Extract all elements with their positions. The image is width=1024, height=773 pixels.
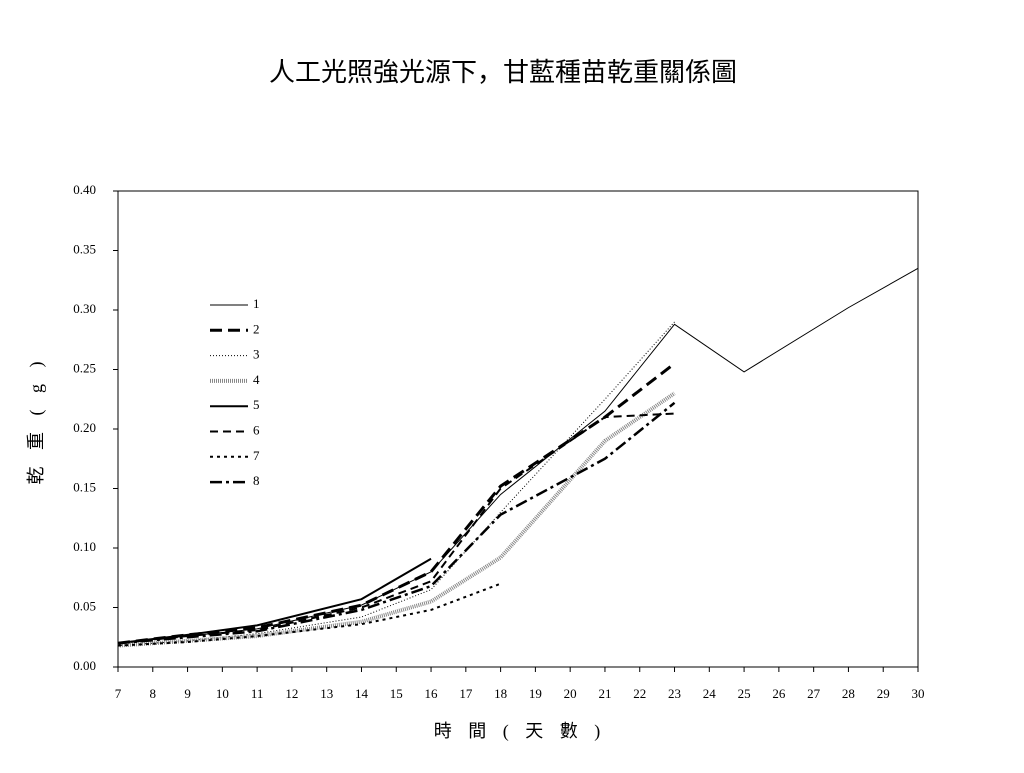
x-tick-label: 25 [738,686,751,701]
legend-label: 3 [253,347,260,362]
legend-label: 4 [253,372,260,387]
x-tick-label: 15 [390,686,403,701]
x-tick-label: 18 [494,686,507,701]
x-tick-label: 21 [598,686,611,701]
x-tick-label: 7 [115,686,122,701]
legend-label: 7 [253,448,260,463]
x-tick-label: 14 [355,686,369,701]
x-tick-label: 24 [703,686,717,701]
x-axis-title: 時 間 ( 天 數 ) [434,721,607,742]
x-tick-label: 27 [807,686,821,701]
x-tick-label: 29 [877,686,890,701]
y-axis-title: 乾 重 ( g ) [26,356,47,485]
y-tick-label: 0.05 [73,598,96,613]
x-tick-label: 23 [668,686,681,701]
x-tick-label: 11 [251,686,264,701]
x-tick-label: 17 [459,686,473,701]
x-tick-label: 22 [633,686,646,701]
x-tick-label: 20 [564,686,577,701]
y-tick-label: 0.00 [73,658,96,673]
y-tick-label: 0.20 [73,420,96,435]
series-line [117,582,501,647]
y-tick-label: 0.30 [73,301,96,316]
series-line [117,391,676,648]
x-tick-label: 16 [425,686,439,701]
series-line [117,362,676,645]
y-tick-label: 0.35 [73,241,96,256]
legend-label: 1 [253,296,260,311]
x-tick-label: 12 [285,686,298,701]
chart-title: 人工光照強光源下，甘藍種苗乾重關係圖 [269,58,737,87]
legend-label: 6 [253,422,260,437]
x-tick-label: 10 [216,686,229,701]
x-tick-label: 28 [842,686,855,701]
y-tick-label: 0.15 [73,479,96,494]
legend-label: 2 [253,321,260,336]
series-line [117,401,676,645]
x-tick-label: 13 [320,686,333,701]
x-tick-label: 19 [529,686,542,701]
x-tick-label: 8 [150,686,157,701]
legend-label: 5 [253,397,260,412]
series-line [117,412,675,645]
y-tick-label: 0.10 [73,539,96,554]
legend-label: 8 [253,473,260,488]
x-tick-label: 30 [912,686,925,701]
x-tick-label: 26 [772,686,786,701]
series-line [117,267,919,644]
y-tick-label: 0.25 [73,360,96,375]
x-tick-label: 9 [184,686,191,701]
y-tick-label: 0.40 [73,182,96,197]
plot-frame [117,190,919,668]
series-line [117,321,675,647]
